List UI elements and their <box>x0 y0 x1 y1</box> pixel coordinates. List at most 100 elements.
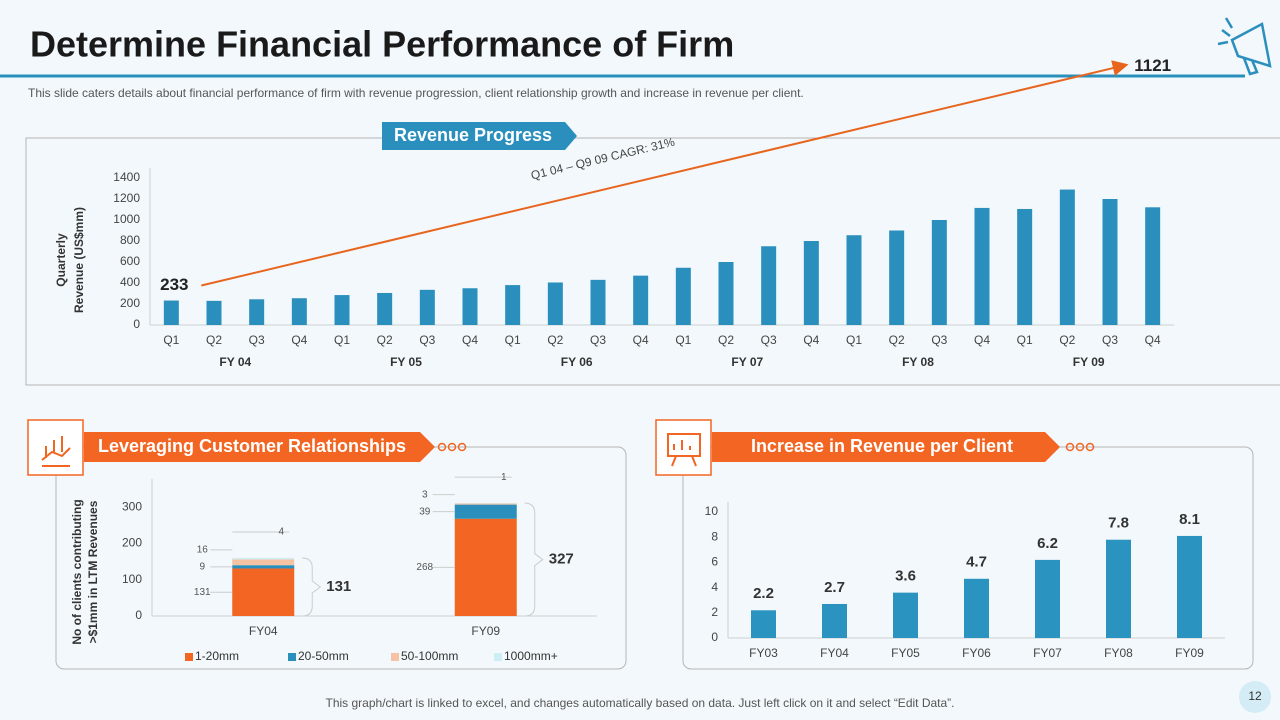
value-label: 3.6 <box>895 568 916 585</box>
group-label: FY 08 <box>902 355 934 369</box>
bar-segment <box>232 559 295 566</box>
y-tick-label: 2 <box>711 605 718 619</box>
page-number: 12 <box>1248 689 1262 703</box>
bar-segment <box>454 504 517 519</box>
x-tick-label: Q2 <box>377 333 393 347</box>
x-tick-label: FY09 <box>1175 646 1204 660</box>
total-brace <box>302 557 322 617</box>
group-label: FY 07 <box>731 355 763 369</box>
segment-label: 9 <box>199 561 205 572</box>
x-tick-label: FY03 <box>749 646 778 660</box>
x-tick-label: Q4 <box>291 333 307 347</box>
per-client-icon <box>667 433 701 467</box>
y-tick-label: 600 <box>120 254 140 268</box>
bar <box>846 235 862 325</box>
total-label: 131 <box>326 578 351 595</box>
x-tick-label: Q4 <box>803 333 819 347</box>
bar <box>761 246 777 325</box>
bar <box>163 300 179 325</box>
bar-segment <box>232 557 295 560</box>
legend-label: 1000mm+ <box>504 649 558 663</box>
bar <box>822 603 847 638</box>
y-tick-label: 200 <box>122 536 142 550</box>
bar-segment <box>232 565 295 569</box>
legend-swatch <box>391 653 399 661</box>
y-tick-label: 0 <box>711 630 718 644</box>
segment-label: 4 <box>278 527 284 538</box>
bar <box>1017 208 1033 325</box>
x-tick-label: Q2 <box>547 333 563 347</box>
x-tick-label: Q1 <box>163 333 179 347</box>
y-tick-label: 0 <box>133 317 140 331</box>
x-tick-label: Q1 <box>334 333 350 347</box>
legend-swatch <box>185 653 193 661</box>
x-tick-label: Q3 <box>1102 333 1118 347</box>
bar <box>206 300 222 325</box>
bar <box>291 298 307 325</box>
bar-segment <box>454 503 517 505</box>
legend-swatch <box>494 653 502 661</box>
x-tick-label: Q4 <box>1145 333 1161 347</box>
y-tick-label: 1000 <box>113 212 140 226</box>
bar <box>1035 559 1060 638</box>
y-axis-label: Revenue (US$mm) <box>72 207 86 313</box>
bar <box>547 282 563 325</box>
x-tick-label: FY07 <box>1033 646 1062 660</box>
bar <box>462 288 478 325</box>
y-axis-label: Quarterly <box>54 233 68 287</box>
y-tick-label: 10 <box>705 504 719 518</box>
x-tick-label: Q4 <box>633 333 649 347</box>
value-label: 4.7 <box>966 554 987 571</box>
group-label: FY 06 <box>561 355 593 369</box>
x-tick-label: Q3 <box>590 333 606 347</box>
total-brace <box>524 502 544 617</box>
y-tick-label: 200 <box>120 296 140 310</box>
x-tick-label: Q3 <box>931 333 947 347</box>
x-tick-label: Q1 <box>1017 333 1033 347</box>
clients-icon <box>41 436 71 467</box>
segment-label: 268 <box>416 562 433 573</box>
value-label: 7.8 <box>1108 515 1129 532</box>
x-tick-label: Q2 <box>1059 333 1075 347</box>
y-tick-label: 4 <box>711 580 718 594</box>
clients-ribbon <box>84 432 435 462</box>
bar <box>893 592 918 638</box>
x-tick-label: FY06 <box>962 646 991 660</box>
bar-segment <box>454 518 517 616</box>
bar <box>718 262 734 325</box>
bar <box>803 241 819 325</box>
bar <box>1177 535 1202 638</box>
x-tick-label: Q3 <box>249 333 265 347</box>
y-axis-label: No of clients contributing <box>70 499 84 644</box>
bar <box>964 578 989 638</box>
y-tick-label: 300 <box>122 499 142 513</box>
bar <box>675 267 691 325</box>
segment-label: 16 <box>197 544 209 555</box>
bar <box>249 299 265 325</box>
clients-dots <box>437 442 467 452</box>
y-tick-label: 100 <box>122 572 142 586</box>
trend-arrow <box>201 60 1129 287</box>
legend-label: 1-20mm <box>195 649 239 663</box>
bar <box>751 610 776 638</box>
bar <box>419 289 435 325</box>
value-label: 6.2 <box>1037 535 1058 552</box>
bar <box>1106 539 1131 638</box>
value-label: 8.1 <box>1179 511 1200 528</box>
value-label: 2.2 <box>753 585 774 602</box>
legend-swatch <box>288 653 296 661</box>
y-tick-label: 1200 <box>113 191 140 205</box>
bar <box>377 292 393 325</box>
x-tick-label: Q3 <box>761 333 777 347</box>
bar <box>889 230 905 325</box>
bar <box>1059 189 1075 325</box>
x-tick-label: Q1 <box>846 333 862 347</box>
per-client-ribbon <box>712 432 1060 462</box>
total-label: 327 <box>549 551 574 568</box>
value-label: 233 <box>160 275 188 294</box>
x-tick-label: Q1 <box>505 333 521 347</box>
bar <box>1145 207 1161 325</box>
x-tick-label: Q2 <box>206 333 222 347</box>
page-badge <box>1239 681 1271 713</box>
per-client-icon-box <box>655 419 712 476</box>
